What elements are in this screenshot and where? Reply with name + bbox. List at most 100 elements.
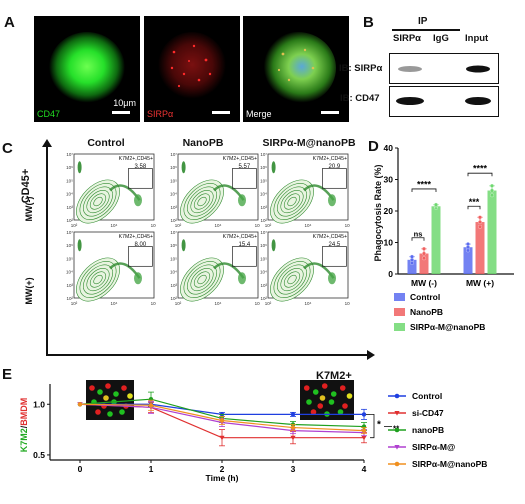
series-marker [290, 425, 296, 430]
blot-column-input: Input [465, 33, 489, 44]
flow-x-tick-label: 10² [175, 301, 182, 306]
legend-marker [394, 461, 400, 467]
series-marker [219, 435, 225, 441]
flow-y-tick-label: 10⁷ [170, 230, 177, 235]
bar-data-point [434, 202, 438, 207]
flow-x-axis-label: K7M2+ [316, 370, 352, 382]
ip-label: IP [418, 16, 428, 27]
blot-column-sirpa: SIRPα [393, 33, 422, 44]
bar-0-1 [463, 247, 473, 274]
flow-y-tick-label: 10⁷ [260, 152, 267, 157]
bar-data-point [478, 220, 482, 224]
series-marker [219, 418, 225, 423]
legend-entry: nanoPB [412, 425, 444, 435]
legend-swatch [394, 308, 405, 316]
bar-data-point [478, 215, 482, 220]
sirpa-cell-image [158, 32, 226, 100]
flow-gate-label: K7M2+,CD45+ [119, 156, 153, 162]
y-label-slash: / [19, 425, 29, 429]
flow-y-tick-label: 10² [260, 296, 267, 301]
bar-data-point [466, 242, 470, 247]
blot-strip-sirpa [389, 53, 499, 84]
series-marker [361, 435, 367, 441]
bar-y-tick-label: 40 [384, 143, 394, 153]
legend-entry: Control [412, 391, 442, 401]
significance-label: *** [469, 197, 480, 207]
scale-bar [212, 111, 230, 114]
ip-bracket-line [392, 29, 460, 31]
flow-x-axis [46, 354, 368, 356]
cd47-cell-image [49, 32, 125, 104]
flow-y-tick-label: 10³ [66, 283, 73, 288]
flow-y-tick-label: 10⁵ [66, 256, 73, 261]
flow-gate-box [128, 168, 153, 189]
flow-y-tick-label: 10³ [260, 205, 267, 210]
bar-category-label: MW (+) [466, 278, 494, 288]
flow-gate-box [322, 246, 347, 267]
significance-label: **** [417, 179, 432, 189]
flow-x-tick-label: 10⁶ [255, 301, 260, 306]
flow-x-tick-label: 10⁶ [345, 223, 350, 228]
flow-gate-label: K7M2+,CD45+ [119, 234, 153, 240]
flow-density-contours [180, 239, 246, 302]
flow-y-tick-label: 10² [66, 296, 73, 301]
scale-bar [112, 111, 130, 114]
significance-label: * [377, 420, 381, 431]
flow-plot-1-2: 10² 10³ 10⁴ 10⁵ 10⁶ 10⁷ 10² 10⁴ 10⁶ K7M2+,CD45+ 24… [254, 230, 352, 318]
series-marker [290, 435, 296, 441]
line-x-tick-label: 4 [362, 464, 367, 474]
flow-y-tick-label: 10³ [66, 205, 73, 210]
flow-y-tick-label: 10³ [170, 205, 177, 210]
line-y-tick-label: 1.0 [33, 399, 45, 409]
flow-density-contours [76, 161, 142, 224]
flow-x-tick-label: 10⁴ [111, 223, 118, 228]
flow-y-tick-label: 10⁴ [170, 192, 177, 197]
bar-chart-y-label: Phagocytosis Rate (%) [373, 164, 383, 262]
bar-category-label: MW (-) [411, 278, 437, 288]
flow-y-tick-label: 10⁷ [66, 152, 73, 157]
line-x-tick-label: 2 [220, 464, 225, 474]
panel-label-e: E [2, 366, 13, 383]
significance-label: ns [414, 229, 423, 238]
flow-density-contours [270, 161, 336, 224]
flow-gate-label: K7M2+,CD45+ [313, 156, 347, 162]
scale-label: 10μm [113, 98, 136, 108]
flow-gate-label: K7M2+,CD45+ [223, 156, 257, 162]
blot-bands [396, 97, 491, 105]
flow-gate-label: K7M2+,CD45+ [223, 234, 257, 240]
legend-marker [394, 393, 400, 399]
bar-data-point [490, 188, 494, 193]
series-marker [290, 412, 296, 417]
flow-y-tick-label: 10⁷ [66, 230, 73, 235]
flow-plot-0-1: 10² 10³ 10⁴ 10⁵ 10⁶ 10⁷ 10² 10⁴ 10⁶ K7M2+,CD45+ 5.… [164, 152, 262, 240]
flow-plot-svg: 10² 10³ 10⁴ 10⁵ 10⁶ 10⁷ 10² 10⁴ 10⁶ K7M2+,CD45+ 3.… [66, 152, 158, 228]
flow-y-tick-label: 10⁶ [170, 165, 177, 170]
panel-label-a: A [4, 14, 15, 31]
flow-y-tick-label: 10⁴ [66, 192, 73, 197]
flow-gate-value: 15.4 [239, 242, 251, 248]
blot-row-label-cd47: IB: CD47 [340, 93, 380, 104]
flow-y-tick-label: 10⁷ [260, 230, 267, 235]
legend-swatch [394, 293, 405, 301]
bar-0-0 [407, 259, 417, 274]
legend-marker [394, 411, 400, 416]
flow-x-tick-label: 10² [71, 223, 78, 228]
flow-y-tick-label: 10⁶ [260, 243, 267, 248]
blot-column-igg: IgG [433, 33, 449, 44]
panel-label-c: C [2, 140, 13, 157]
flow-plot-svg: 10² 10³ 10⁴ 10⁵ 10⁶ 10⁷ 10² 10⁴ 10⁶ K7M2+,CD45+ 5.… [170, 152, 262, 228]
flow-plot-svg: 10² 10³ 10⁴ 10⁵ 10⁶ 10⁷ 10² 10⁴ 10⁶ K7M2+,CD45+ 15… [170, 230, 262, 306]
flow-plot-svg: 10² 10³ 10⁴ 10⁵ 10⁶ 10⁷ 10² 10⁴ 10⁶ K7M2+,CD45+ 8.… [66, 230, 158, 306]
flow-x-tick-label: 10⁴ [215, 301, 222, 306]
flow-y-tick-label: 10² [66, 218, 73, 223]
flow-y-tick-label: 10⁷ [170, 152, 177, 157]
y-label-bmdm: BMDM [19, 397, 29, 426]
flow-gate-box [232, 246, 257, 267]
phagocytosis-bar-chart: 0 10 20 30 40 MW (-) MW (+) ns **** *** **** Contro… [364, 142, 525, 364]
line-x-axis-label: Time (h) [206, 473, 239, 483]
legend-marker [394, 445, 400, 450]
panel-label-b: B [363, 14, 374, 31]
